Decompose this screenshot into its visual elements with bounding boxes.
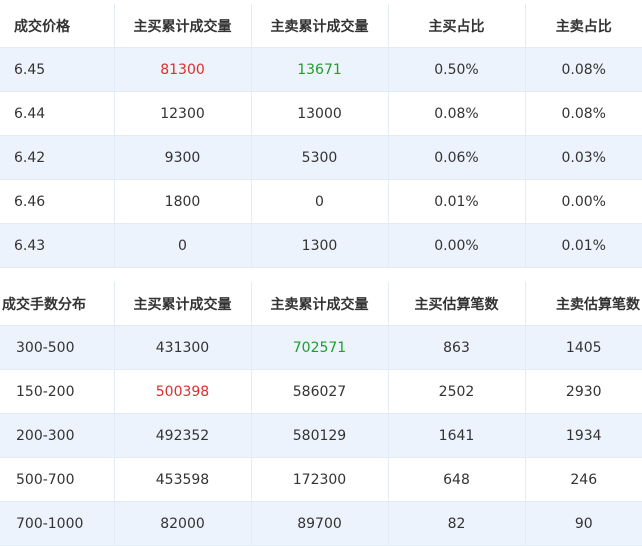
cell-sell-count: 1934	[525, 413, 642, 458]
cell-buy-ratio: 0.00%	[388, 223, 526, 268]
table-row: 700-1000 82000 89700 82 90	[0, 501, 642, 546]
header-sell-volume[interactable]: 主卖累计成交量	[251, 282, 389, 326]
table-row: 150-200 500398 586027 2502 2930	[0, 369, 642, 414]
cell-buy-ratio: 0.50%	[388, 47, 526, 92]
cell-sell-volume: 13000	[251, 91, 389, 136]
cell-buy-volume: 431300	[114, 325, 252, 370]
header-price[interactable]: 成交价格	[0, 4, 115, 48]
cell-sell-volume: 702571	[251, 325, 389, 370]
price-distribution-table: 成交价格 主买累计成交量 主卖累计成交量 主买占比 主卖占比 6.45 8130…	[0, 4, 642, 268]
cell-lot-range: 700-1000	[0, 501, 115, 546]
cell-price: 6.42	[0, 135, 115, 180]
cell-buy-volume: 0	[114, 223, 252, 268]
header-sell-ratio[interactable]: 主卖占比	[525, 4, 642, 48]
cell-buy-volume: 453598	[114, 457, 252, 502]
cell-sell-ratio: 0.08%	[525, 47, 642, 92]
cell-price: 6.46	[0, 179, 115, 224]
cell-lot-range: 500-700	[0, 457, 115, 502]
cell-buy-ratio: 0.01%	[388, 179, 526, 224]
cell-lot-range: 150-200	[0, 369, 115, 414]
cell-sell-volume: 172300	[251, 457, 389, 502]
cell-sell-volume: 0	[251, 179, 389, 224]
cell-sell-volume: 5300	[251, 135, 389, 180]
cell-sell-volume: 89700	[251, 501, 389, 546]
cell-buy-count: 2502	[388, 369, 526, 414]
cell-sell-ratio: 0.00%	[525, 179, 642, 224]
cell-sell-ratio: 0.03%	[525, 135, 642, 180]
cell-buy-count: 648	[388, 457, 526, 502]
table-row: 6.43 0 1300 0.00% 0.01%	[0, 223, 642, 268]
table-row: 6.44 12300 13000 0.08% 0.08%	[0, 91, 642, 136]
table-row: 6.46 1800 0 0.01% 0.00%	[0, 179, 642, 224]
cell-sell-volume: 1300	[251, 223, 389, 268]
header-buy-ratio[interactable]: 主买占比	[388, 4, 526, 48]
header-sell-count[interactable]: 主卖估算笔数	[525, 282, 642, 326]
cell-buy-volume: 500398	[114, 369, 252, 414]
cell-buy-volume: 12300	[114, 91, 252, 136]
table-row: 500-700 453598 172300 648 246	[0, 457, 642, 502]
cell-sell-count: 2930	[525, 369, 642, 414]
cell-price: 6.43	[0, 223, 115, 268]
cell-lot-range: 300-500	[0, 325, 115, 370]
cell-sell-count: 90	[525, 501, 642, 546]
cell-buy-volume: 9300	[114, 135, 252, 180]
header-sell-volume[interactable]: 主卖累计成交量	[251, 4, 389, 48]
lot-size-distribution-table: 成交手数分布 主买累计成交量 主卖累计成交量 主买估算笔数 主卖估算笔数 300…	[0, 282, 642, 546]
cell-buy-count: 82	[388, 501, 526, 546]
cell-sell-volume: 586027	[251, 369, 389, 414]
table-row: 6.45 81300 13671 0.50% 0.08%	[0, 47, 642, 92]
table-row: 300-500 431300 702571 863 1405	[0, 325, 642, 370]
cell-lot-range: 200-300	[0, 413, 115, 458]
cell-buy-count: 863	[388, 325, 526, 370]
header-buy-count[interactable]: 主买估算笔数	[388, 282, 526, 326]
table-header-row: 成交价格 主买累计成交量 主卖累计成交量 主买占比 主卖占比	[0, 4, 642, 48]
cell-sell-volume: 13671	[251, 47, 389, 92]
cell-buy-count: 1641	[388, 413, 526, 458]
cell-price: 6.44	[0, 91, 115, 136]
header-buy-volume[interactable]: 主买累计成交量	[114, 4, 252, 48]
table-header-row: 成交手数分布 主买累计成交量 主卖累计成交量 主买估算笔数 主卖估算笔数	[0, 282, 642, 326]
header-lot-range[interactable]: 成交手数分布	[0, 282, 115, 326]
cell-sell-ratio: 0.01%	[525, 223, 642, 268]
header-buy-volume[interactable]: 主买累计成交量	[114, 282, 252, 326]
cell-buy-ratio: 0.06%	[388, 135, 526, 180]
cell-buy-volume: 82000	[114, 501, 252, 546]
cell-sell-count: 1405	[525, 325, 642, 370]
cell-buy-volume: 492352	[114, 413, 252, 458]
cell-sell-volume: 580129	[251, 413, 389, 458]
cell-buy-ratio: 0.08%	[388, 91, 526, 136]
cell-sell-count: 246	[525, 457, 642, 502]
table-row: 6.42 9300 5300 0.06% 0.03%	[0, 135, 642, 180]
cell-sell-ratio: 0.08%	[525, 91, 642, 136]
cell-buy-volume: 81300	[114, 47, 252, 92]
cell-price: 6.45	[0, 47, 115, 92]
cell-buy-volume: 1800	[114, 179, 252, 224]
table-row: 200-300 492352 580129 1641 1934	[0, 413, 642, 458]
